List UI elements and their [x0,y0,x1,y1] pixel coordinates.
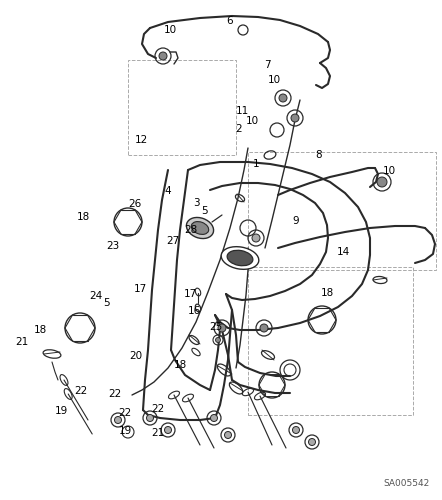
Text: 23: 23 [106,241,119,251]
Text: 17: 17 [134,284,147,294]
Circle shape [291,114,299,122]
Text: 9: 9 [293,216,299,226]
Text: 3: 3 [194,198,200,208]
Text: 20: 20 [130,351,143,361]
Text: 5: 5 [103,298,109,308]
Text: 7: 7 [264,60,271,70]
Text: 10: 10 [382,166,396,176]
Text: 27: 27 [167,236,180,246]
Text: 22: 22 [118,408,131,418]
Text: 6: 6 [227,16,233,26]
Circle shape [159,52,167,60]
Text: 8: 8 [315,150,321,160]
Circle shape [309,438,316,446]
Bar [248,267,413,415]
Text: 21: 21 [152,428,165,438]
Text: 11: 11 [236,106,249,116]
Text: 1: 1 [253,159,259,169]
Circle shape [225,432,232,438]
Circle shape [377,177,387,187]
Text: 19: 19 [119,426,132,436]
Bar [248,152,436,270]
Circle shape [279,94,287,102]
Text: 21: 21 [15,337,29,347]
Text: 22: 22 [108,389,122,399]
Text: 18: 18 [34,325,47,335]
Text: 18: 18 [174,360,187,370]
Circle shape [210,414,217,422]
Text: 25: 25 [209,322,222,332]
Text: 18: 18 [320,288,334,298]
Text: 24: 24 [90,291,103,301]
Text: 28: 28 [184,225,198,235]
Circle shape [146,414,153,422]
Text: 14: 14 [337,247,351,257]
Text: 12: 12 [135,135,148,145]
Ellipse shape [227,250,253,266]
Text: 17: 17 [183,289,197,299]
Circle shape [216,338,221,342]
Text: 22: 22 [152,404,165,414]
Ellipse shape [187,218,213,238]
Circle shape [293,426,300,434]
Text: 5: 5 [201,206,207,216]
Ellipse shape [191,222,209,234]
Circle shape [252,234,260,242]
Text: 22: 22 [74,386,87,396]
Circle shape [164,426,171,434]
Circle shape [114,416,122,424]
Text: 10: 10 [246,116,259,126]
Text: 19: 19 [55,406,69,416]
Text: 2: 2 [236,124,242,134]
Circle shape [218,324,226,332]
Bar [128,60,236,155]
Text: 26: 26 [128,199,141,209]
Text: 4: 4 [165,186,171,196]
Ellipse shape [221,246,259,270]
Text: 18: 18 [76,212,90,222]
Text: SA005542: SA005542 [384,479,430,488]
Text: 16: 16 [188,306,201,316]
Text: 10: 10 [164,25,177,35]
Text: 10: 10 [267,75,281,85]
Circle shape [260,324,268,332]
